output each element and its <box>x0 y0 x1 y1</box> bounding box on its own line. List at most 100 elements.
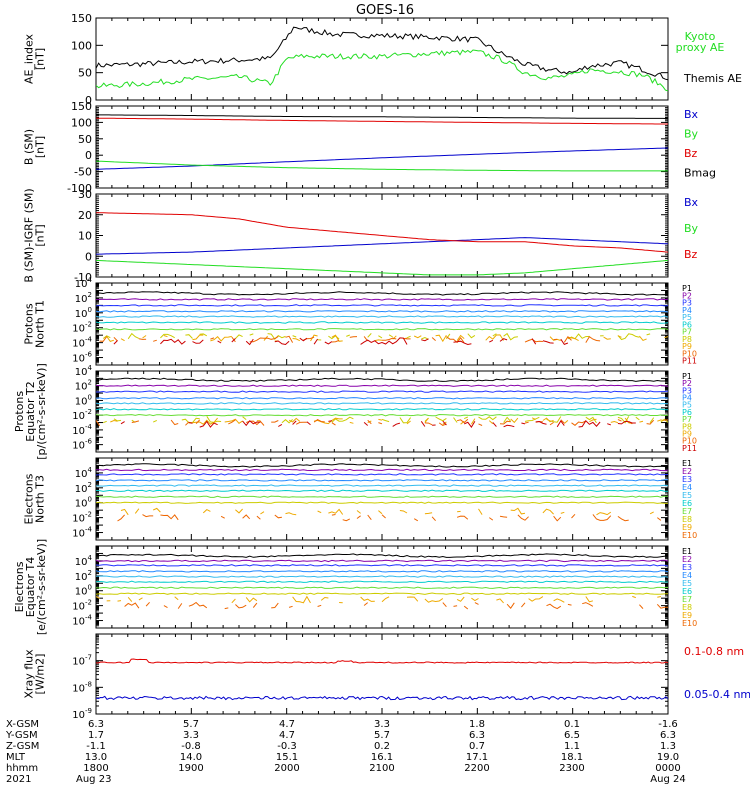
series-group <box>96 114 668 172</box>
channel-line-p9 <box>424 417 429 423</box>
channel-line-p8 <box>102 335 111 339</box>
channel-line-e10 <box>453 605 458 607</box>
channel-line-p8 <box>646 333 651 336</box>
footer-value: 19.0 <box>657 752 679 763</box>
channel-line-p10 <box>170 419 179 426</box>
channel-line-e9 <box>478 508 483 515</box>
channel-line-p8 <box>567 333 590 340</box>
channel-line-e6 <box>96 580 668 584</box>
y-axis-label: [e/(cm²-s-sr-keV)] <box>35 539 48 635</box>
channel-line-e10 <box>163 605 168 609</box>
channel-label-e5: E5 <box>682 491 692 500</box>
channel-line-p9 <box>163 335 168 338</box>
footer-value: 1.8 <box>469 719 485 730</box>
channel-line-e10 <box>331 514 336 516</box>
channel-line-e10 <box>456 515 469 520</box>
channel-line-p10 <box>524 421 529 424</box>
channel-line-e1 <box>96 463 668 468</box>
channel-label-p3: P3 <box>682 386 692 395</box>
channel-label-p1: P1 <box>682 284 692 293</box>
channel-line-p10 <box>571 420 587 426</box>
channel-line-e9 <box>456 596 465 602</box>
channel-line-e10 <box>617 515 629 522</box>
channel-line-p9 <box>563 420 569 424</box>
channel-line-p9 <box>657 419 665 422</box>
y-axis-label: Protons <box>13 391 26 432</box>
footer-value: Aug 24 <box>650 774 685 785</box>
footer-value: 6.3 <box>88 719 104 730</box>
channel-line-e1 <box>96 553 668 558</box>
channel-line-p9 <box>192 334 204 341</box>
legend-bmag: Bmag <box>684 167 716 180</box>
footer-row-label: X-GSM <box>6 719 39 730</box>
series-group <box>96 463 668 522</box>
channel-line-p8 <box>185 334 193 339</box>
channel-line-e9 <box>356 510 361 514</box>
channel-line-p11 <box>324 341 333 345</box>
channel-line-e10 <box>177 603 183 609</box>
channel-line-p11 <box>242 420 261 427</box>
y-tick-label: 30 <box>78 188 92 201</box>
channel-line-e10 <box>442 602 447 608</box>
y-axis-label: [nT] <box>34 48 47 70</box>
panel-bigrf: -10 0 10 20 30 B (SM)-IGRF (SM)[nT] Bx By Bz <box>23 188 699 284</box>
channel-line-p10 <box>195 419 201 424</box>
channel-label-p7: P7 <box>682 415 692 424</box>
channel-line-e10 <box>117 514 125 522</box>
channel-line-p9 <box>378 418 383 421</box>
channel-line-e10 <box>582 602 594 607</box>
y-tick-label: 10-2 <box>72 511 92 525</box>
channel-line-p11 <box>442 420 447 426</box>
panel-frame <box>95 17 669 101</box>
channel-line-p10 <box>560 419 565 424</box>
footer-value: 1.7 <box>88 730 104 741</box>
channel-line-e10 <box>160 514 179 521</box>
y-axis-label: Equator T4 <box>24 557 37 617</box>
channel-line-e9 <box>496 598 504 604</box>
y-axis-label: Electrons <box>13 561 26 612</box>
channel-line-e4 <box>96 479 668 482</box>
y-tick-label: 10-4 <box>72 423 92 437</box>
channel-line-p9 <box>617 335 622 338</box>
channel-label-e5: E5 <box>682 579 692 588</box>
channel-label-e10: E10 <box>682 619 697 628</box>
channel-line-p11 <box>278 423 283 427</box>
channel-line-p2 <box>96 384 668 387</box>
channel-line-e10 <box>342 518 351 522</box>
channel-line-p9 <box>488 420 494 425</box>
channel-line-p8 <box>492 333 497 337</box>
footer-value: 2200 <box>464 763 489 774</box>
series-line-bz <box>96 117 668 125</box>
series-group <box>96 26 668 92</box>
channel-line-e10 <box>592 514 612 521</box>
footer-row-label: MLT <box>6 752 26 763</box>
y-axis-label: [p/(cm²-s-sr-keV)] <box>35 363 48 460</box>
footer-row-label: Z-GSM <box>6 741 39 752</box>
channel-line-p10 <box>349 336 358 338</box>
channel-line-e10 <box>546 603 562 610</box>
channel-line-e10 <box>521 602 526 608</box>
channel-line-p5 <box>96 402 668 405</box>
channel-line-e9 <box>285 512 297 516</box>
channel-line-e9 <box>649 511 654 515</box>
time-axis-footer: X-GSM 6.3 5.7 4.7 3.3 1.8 0.1 -1.6 Y-GSM 1.7 3.3 4.… <box>5 719 686 785</box>
channel-line-e10 <box>474 602 479 605</box>
y-tick-label: 102 <box>75 379 92 393</box>
channel-line-p9 <box>567 336 579 342</box>
channel-line-p10 <box>585 335 601 343</box>
channel-line-e10 <box>463 605 469 610</box>
channel-line-p8 <box>160 333 175 339</box>
channel-line-e9 <box>138 597 143 601</box>
channel-line-e5 <box>96 484 668 487</box>
channel-line-p8 <box>503 332 518 341</box>
channel-line-p8 <box>388 334 393 338</box>
channel-line-p9 <box>120 338 125 342</box>
channel-line-e2 <box>96 468 668 472</box>
footer-value: -0.8 <box>181 741 201 752</box>
channel-label-e2: E2 <box>682 555 692 564</box>
footer-value: 0.7 <box>469 741 485 752</box>
y-tick-label: 100 <box>71 39 92 52</box>
channel-line-e9 <box>320 596 329 601</box>
footer-value: 0.2 <box>374 741 390 752</box>
channel-line-p11 <box>274 340 290 346</box>
